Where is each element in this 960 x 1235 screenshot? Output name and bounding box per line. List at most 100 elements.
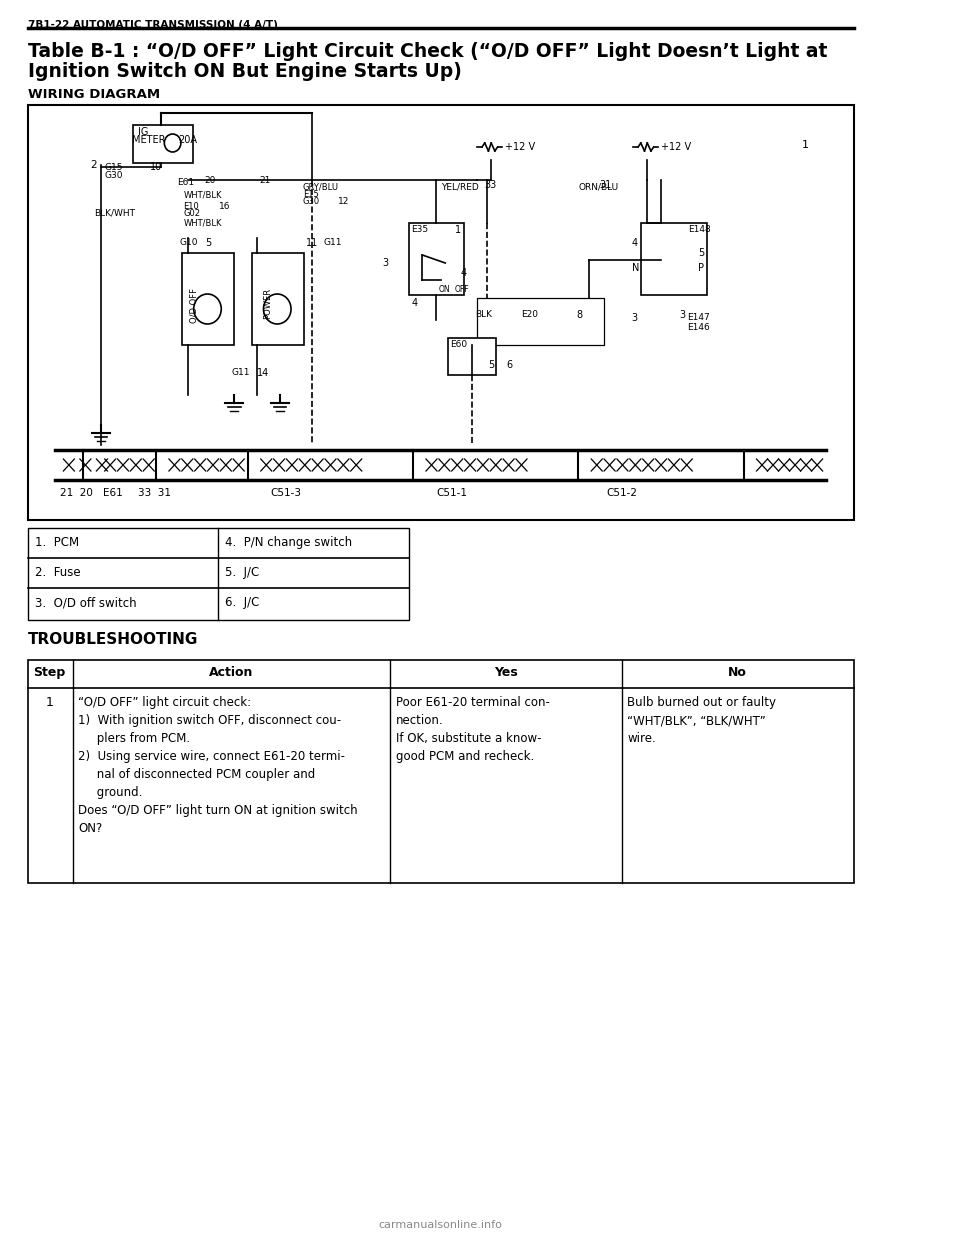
Text: METER: METER (132, 135, 166, 144)
Text: ON: ON (439, 285, 450, 294)
Text: Ignition Switch ON But Engine Starts Up): Ignition Switch ON But Engine Starts Up) (28, 62, 462, 82)
Bar (28, 105, 853, 520)
Text: If OK, substitute a know-: If OK, substitute a know- (396, 732, 541, 745)
Bar (409, 224, 464, 295)
Text: TROUBLESHOOTING: TROUBLESHOOTING (28, 632, 198, 647)
Text: IG: IG (137, 127, 148, 137)
Text: C51-2: C51-2 (606, 488, 636, 498)
Text: 3: 3 (382, 258, 388, 268)
Text: 5: 5 (698, 248, 704, 258)
Text: Step: Step (34, 666, 65, 679)
Text: E60: E60 (450, 340, 467, 350)
Text: 21: 21 (259, 177, 271, 185)
Text: 3: 3 (680, 310, 685, 320)
Text: 11: 11 (305, 238, 318, 248)
Text: 2)  Using service wire, connect E61-20 termi-: 2) Using service wire, connect E61-20 te… (78, 750, 345, 763)
Text: 6.  J/C: 6. J/C (225, 597, 259, 609)
Text: E20: E20 (521, 310, 539, 319)
Text: ORN/BLU: ORN/BLU (579, 183, 618, 191)
Text: E35: E35 (411, 225, 428, 233)
Bar (252, 253, 304, 345)
Text: ground.: ground. (78, 785, 142, 799)
Bar (28, 659, 853, 883)
Text: GRY/BLU: GRY/BLU (303, 183, 339, 191)
Text: 1.  PCM: 1. PCM (35, 536, 79, 550)
Text: 5: 5 (489, 359, 494, 370)
Bar (477, 298, 604, 345)
Text: 14: 14 (257, 368, 270, 378)
Text: 1: 1 (454, 225, 461, 235)
Text: +12 V: +12 V (505, 142, 535, 152)
Text: ON?: ON? (78, 823, 103, 835)
Text: wire.: wire. (627, 732, 656, 745)
Text: E61: E61 (178, 178, 194, 186)
Text: Poor E61-20 terminal con-: Poor E61-20 terminal con- (396, 697, 549, 709)
Text: 21  20: 21 20 (60, 488, 92, 498)
Text: 5: 5 (204, 238, 211, 248)
Text: 5.  J/C: 5. J/C (225, 566, 259, 579)
Text: E10: E10 (183, 203, 200, 211)
Text: 4.  P/N change switch: 4. P/N change switch (225, 536, 352, 550)
Text: E146: E146 (686, 324, 709, 332)
Text: Does “O/D OFF” light turn ON at ignition switch: Does “O/D OFF” light turn ON at ignition… (78, 804, 358, 818)
Bar (28, 529, 409, 620)
Text: 20A: 20A (179, 135, 197, 144)
Text: E61: E61 (103, 488, 123, 498)
Text: 33: 33 (485, 180, 497, 190)
Text: E148: E148 (688, 225, 711, 233)
Text: 31: 31 (599, 180, 612, 190)
Text: 1)  With ignition switch OFF, disconnect cou-: 1) With ignition switch OFF, disconnect … (78, 714, 341, 727)
Text: 8: 8 (577, 310, 583, 320)
Text: 12: 12 (338, 198, 349, 206)
Bar (133, 125, 193, 163)
Text: N: N (632, 263, 639, 273)
Text: 16: 16 (219, 203, 230, 211)
Text: G30: G30 (105, 170, 123, 180)
Text: 3.  O/D off switch: 3. O/D off switch (35, 597, 136, 609)
Text: 1: 1 (46, 697, 54, 709)
Text: 3: 3 (632, 312, 637, 324)
Text: 1: 1 (802, 140, 808, 149)
Text: 2: 2 (90, 161, 97, 170)
Text: 4: 4 (632, 238, 637, 248)
Text: BLK/WHT: BLK/WHT (94, 207, 134, 217)
Text: Table B-1 : “O/D OFF” Light Circuit Check (“O/D OFF” Light Doesn’t Light at: Table B-1 : “O/D OFF” Light Circuit Chec… (28, 42, 827, 61)
Text: good PCM and recheck.: good PCM and recheck. (396, 750, 534, 763)
Bar (641, 224, 707, 295)
Text: E147: E147 (686, 312, 709, 322)
Text: carmanualsonline.info: carmanualsonline.info (379, 1220, 503, 1230)
Text: “WHT/BLK”, “BLK/WHT”: “WHT/BLK”, “BLK/WHT” (627, 714, 766, 727)
Text: OFF: OFF (454, 285, 469, 294)
Text: POWER: POWER (263, 288, 273, 319)
Text: Bulb burned out or faulty: Bulb burned out or faulty (627, 697, 776, 709)
Text: C51-1: C51-1 (436, 488, 468, 498)
Text: WIRING DIAGRAM: WIRING DIAGRAM (28, 88, 159, 101)
Text: 20: 20 (204, 177, 216, 185)
Text: +12 V: +12 V (661, 142, 691, 152)
Text: Action: Action (209, 666, 253, 679)
Text: 4: 4 (461, 268, 467, 278)
Text: 7B1-22 AUTOMATIC TRANSMISSION (4 A/T): 7B1-22 AUTOMATIC TRANSMISSION (4 A/T) (28, 20, 277, 30)
Text: plers from PCM.: plers from PCM. (78, 732, 190, 745)
Text: “O/D OFF” light circuit check:: “O/D OFF” light circuit check: (78, 697, 252, 709)
Text: C51-3: C51-3 (271, 488, 301, 498)
Text: 2.  Fuse: 2. Fuse (35, 566, 81, 579)
Text: G30: G30 (303, 198, 320, 206)
Text: G11: G11 (324, 238, 342, 247)
Text: 6: 6 (507, 359, 513, 370)
Text: 10: 10 (150, 162, 162, 172)
Text: O/D OFF: O/D OFF (189, 288, 198, 324)
Text: WHT/BLK: WHT/BLK (183, 190, 222, 199)
Bar (448, 338, 495, 375)
Text: No: No (728, 666, 747, 679)
Text: Yes: Yes (494, 666, 517, 679)
Text: G11: G11 (231, 368, 250, 377)
Bar (181, 253, 234, 345)
Text: nal of disconnected PCM coupler and: nal of disconnected PCM coupler and (78, 768, 315, 781)
Text: YEL/RED: YEL/RED (441, 183, 478, 191)
Text: BLK: BLK (475, 310, 492, 319)
Text: 4: 4 (411, 298, 418, 308)
Text: nection.: nection. (396, 714, 444, 727)
Text: G02: G02 (183, 209, 201, 219)
Text: G10: G10 (180, 238, 199, 247)
